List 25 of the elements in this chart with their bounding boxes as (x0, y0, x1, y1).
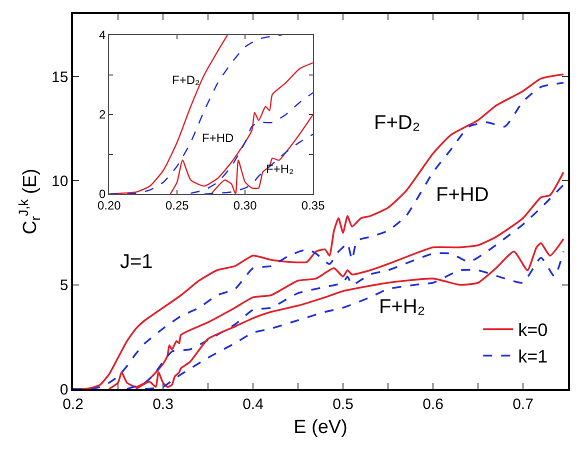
annotation: F+HD (202, 131, 234, 145)
annotation: F+H₂ (379, 296, 426, 318)
y-tick-label: 10 (52, 172, 68, 190)
x-tick-label: 0.4 (242, 396, 264, 413)
x-tick-label: 0.2 (62, 396, 84, 413)
annotation: F+H₂ (266, 162, 294, 176)
x-tick-label: 0.7 (512, 396, 534, 413)
legend-label: k=0 (518, 320, 548, 340)
x-tick-label: 0.30 (233, 198, 258, 212)
x-axis-title: E (eV) (294, 417, 348, 438)
x-tick-label: 0.5 (332, 396, 354, 413)
x-tick-label: 0.6 (422, 396, 444, 413)
annotation: F+HD (436, 184, 489, 206)
annotation: J=1 (120, 251, 153, 273)
y-tick-label: 5 (60, 277, 68, 294)
x-tick-label: 0.35 (301, 198, 326, 212)
y-tick-label: 4 (99, 28, 106, 42)
annotation: F+D₂ (172, 73, 200, 87)
x-tick-label: 0.25 (165, 198, 190, 212)
legend-label: k=1 (518, 346, 548, 367)
y-tick-label: 15 (52, 68, 68, 86)
x-tick-label: 0.3 (152, 396, 174, 413)
y-tick-label: 0 (60, 381, 68, 398)
y-tick-label: 2 (99, 108, 106, 122)
annotation: F+D₂ (374, 112, 420, 134)
